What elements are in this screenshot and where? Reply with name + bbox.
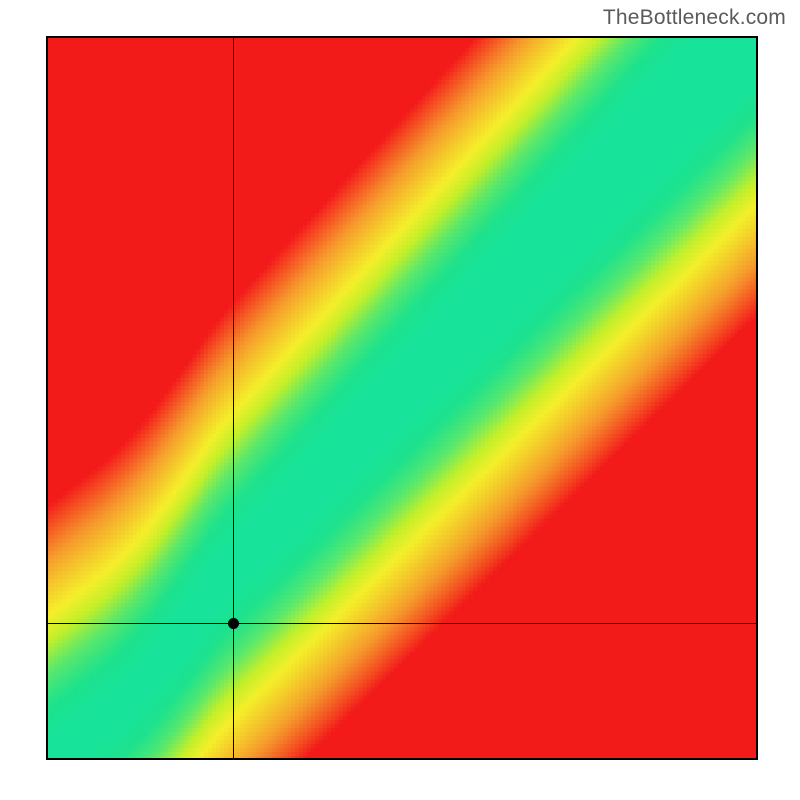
crosshair-vertical	[233, 36, 234, 760]
chart-container: { "watermark": { "text": "TheBottleneck.…	[0, 0, 800, 800]
crosshair-horizontal	[46, 623, 758, 624]
watermark-text: TheBottleneck.com	[603, 6, 786, 30]
plot-border	[46, 36, 758, 760]
